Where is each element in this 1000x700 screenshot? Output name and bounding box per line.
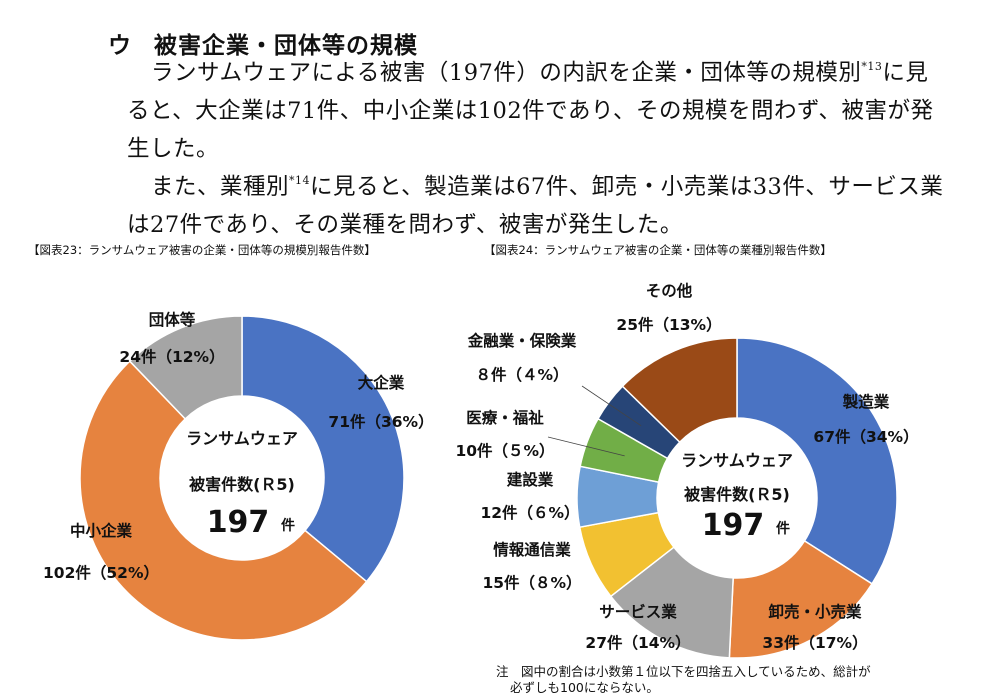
slice-value-1-1: 33件（17%） bbox=[762, 633, 867, 652]
leader-line-1-6 bbox=[581, 385, 642, 427]
slice-label-0-0: 大企業 bbox=[358, 373, 405, 392]
section-mark: ウ bbox=[108, 33, 132, 59]
slice-0-0 bbox=[241, 315, 405, 583]
note-label: 注 bbox=[496, 664, 509, 679]
paragraph-2-text-b: に見ると、製造業は67件、卸売・小売業は33件、サービス業は27件であり、その業… bbox=[127, 174, 944, 238]
slice-0-2 bbox=[128, 315, 243, 420]
center-title-0: ランサムウェア bbox=[186, 429, 298, 448]
donut-chart-23: 大企業 71件（36%） 中小企業 102件（52%） 団体等 24件（12%） ランサムウ… bbox=[43, 310, 434, 641]
figure-23-caption: 【図表23：ランサムウェア被害の企業・団体等の規模別報告件数】 bbox=[28, 243, 376, 257]
section-title: 被害企業・団体等の規模 bbox=[154, 33, 418, 59]
center-unit-1: 件 bbox=[776, 520, 790, 537]
slice-value-1-6: ８件（４%） bbox=[475, 365, 568, 384]
slice-1-0 bbox=[736, 337, 898, 585]
slice-value-1-2: 27件（14%） bbox=[585, 633, 690, 652]
footnote-ref-13: *13 bbox=[861, 60, 883, 73]
paragraph-1: ランサムウェアによる被害（197件）の内訳を企業・団体等の規模別*13に見ると、… bbox=[127, 54, 947, 168]
slice-value-1-5: 10件（５%） bbox=[455, 441, 554, 460]
figure-24-caption: 【図表24：ランサムウェア被害の企業・団体等の業種別報告件数】 bbox=[484, 243, 832, 257]
center-title-1: ランサムウェア bbox=[681, 451, 793, 470]
slice-label-1-7: その他 bbox=[646, 281, 693, 300]
center-total-1: 197 bbox=[702, 508, 765, 543]
slice-value-0-0: 71件（36%） bbox=[328, 412, 433, 431]
slice-label-0-1: 中小企業 bbox=[70, 521, 133, 540]
center-total-0: 197 bbox=[207, 505, 270, 540]
center-unit-0: 件 bbox=[281, 517, 295, 534]
slice-value-1-4: 12件（６%） bbox=[480, 503, 579, 522]
slice-value-1-7: 25件（13%） bbox=[616, 315, 721, 334]
section-heading: ウ被害企業・団体等の規模 bbox=[108, 26, 418, 60]
slice-label-0-2: 団体等 bbox=[149, 310, 196, 329]
slice-label-1-3: 情報通信業 bbox=[493, 540, 571, 559]
slice-1-7 bbox=[621, 337, 738, 444]
slice-label-1-0: 製造業 bbox=[842, 392, 890, 411]
slice-value-0-1: 102件（52%） bbox=[43, 563, 159, 582]
slice-label-1-4: 建設業 bbox=[507, 470, 554, 489]
slice-label-1-2: サービス業 bbox=[599, 602, 677, 621]
paragraph-2-text-a: また、業種別 bbox=[151, 174, 290, 200]
note-line-1: 図中の割合は小数第１位以下を四捨五入しているため、総計が bbox=[521, 664, 871, 679]
note-line-2: 必ずしも100にならない。 bbox=[510, 680, 659, 695]
leader-line-1-5 bbox=[547, 436, 625, 457]
paragraph-2: また、業種別*14に見ると、製造業は67件、卸売・小売業は33件、サービス業は2… bbox=[127, 168, 947, 244]
slice-value-0-2: 24件（12%） bbox=[119, 347, 224, 366]
slice-value-1-0: 67件（34%） bbox=[813, 427, 918, 446]
slice-value-1-3: 15件（８%） bbox=[482, 573, 581, 592]
slice-0-1 bbox=[79, 360, 368, 641]
donut-chart-24: 製造業 67件（34%） 卸売・小売業 33件（17%） サービス業 27件（14%） 情報… bbox=[455, 281, 919, 659]
center-subtitle-0: 被害件数(Ｒ5) bbox=[189, 475, 295, 494]
chart-note: 注 図中の割合は小数第１位以下を四捨五入しているため、総計が 必ずしも100にな… bbox=[496, 664, 871, 696]
center-subtitle-1: 被害件数(Ｒ5) bbox=[684, 485, 790, 504]
slice-label-1-6: 金融業・保険業 bbox=[467, 331, 577, 350]
footnote-ref-14: *14 bbox=[289, 174, 311, 187]
slice-label-1-1: 卸売・小売業 bbox=[768, 602, 862, 621]
paragraph-1-text-b: に見ると、大企業は71件、中小企業は102件であり、その規模を問わず、被害が発生… bbox=[127, 60, 934, 162]
paragraph-1-text-a: ランサムウェアによる被害（197件）の内訳を企業・団体等の規模別 bbox=[151, 60, 862, 86]
slice-label-1-5: 医療・福祉 bbox=[466, 408, 544, 427]
